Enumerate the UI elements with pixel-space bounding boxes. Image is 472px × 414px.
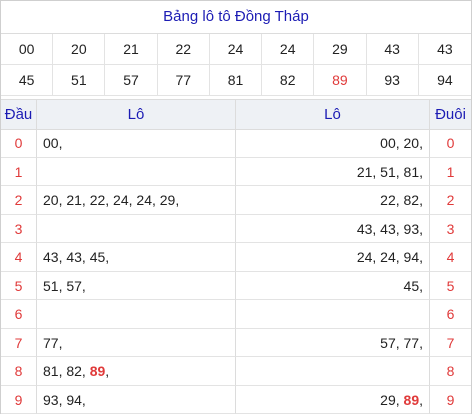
duoi-cell: 9 [430,386,471,414]
lo-left-cell [37,300,236,329]
dau-cell: 5 [1,271,37,300]
number-cell: 93 [366,65,419,96]
lo-text: 81, 82, [43,363,90,379]
dau-cell: 6 [1,300,37,329]
table-row: 5 51, 57, 45, 5 [1,271,471,300]
lo-text: 93, 94, [43,391,86,408]
lo-left-cell: 51, 57, [37,271,236,300]
table-body: 0 00, 00, 20, 0 1 21, 51, 81, 1 2 20, 21, 22, 24… [1,129,471,414]
lo-left-cell [37,214,236,243]
lo-right-cell: 57, 77, [236,328,430,357]
lo-text: 45, [403,277,423,294]
lo-left-cell: 93, 94, [37,385,236,414]
lo-text: 00, 20, [380,135,423,151]
duoi-cell: 6 [430,300,471,329]
number-cell: 77 [157,65,210,96]
lo-left-cell: 81, 82, 89, [37,357,236,386]
dau-cell: 7 [1,328,37,357]
numbers-grid: 00 20 21 22 24 24 29 43 43 45 51 57 77 81 82 89 93 94 [1,34,471,96]
lo-right-cell [236,300,430,329]
lo-left-cell: 43, 43, 45, [37,243,236,272]
dau-cell: 9 [1,385,37,414]
lo-text: 20, 21, 22, 24, 24, 29, [43,192,180,208]
number-cell: 51 [53,65,106,96]
lo-right-cell [236,357,430,386]
board-title: Bảng lô tô Đồng Tháp [1,1,471,34]
number-cell: 21 [105,34,158,65]
table-row: 3 43, 43, 93, 3 [1,214,471,243]
dau-cell: 0 [1,129,37,158]
duoi-cell: 8 [430,357,471,386]
dau-cell: 1 [1,157,37,186]
dau-cell: 8 [1,357,37,386]
lo-text: 51, 57, [43,277,86,294]
table-row: 9 93, 94, 29, 89, 9 [1,385,471,414]
header-lo-right: Lô [236,100,430,130]
number-cell: 24 [262,34,315,65]
number-cell: 22 [157,34,210,65]
lo-right-cell: 43, 43, 93, [236,214,430,243]
lo-left-cell: 20, 21, 22, 24, 24, 29, [37,186,236,215]
lo-text: 57, 77, [380,334,423,351]
lo-right-cell: 21, 51, 81, [236,157,430,186]
duoi-cell: 2 [430,186,471,215]
lo-text: 00, [43,135,63,151]
number-cell: 20 [53,34,106,65]
lo-right-cell: 00, 20, [236,129,430,158]
duoi-cell: 0 [430,129,471,158]
lo-text: , [105,363,110,379]
number-cell: 24 [209,34,263,65]
number-cell: 82 [262,65,315,96]
number-cell: 81 [209,65,263,96]
divider [1,96,471,100]
duoi-cell: 7 [430,329,471,357]
table-header: Đầu Lô Lô Đuôi [1,100,471,130]
header-dau: Đầu [1,100,37,130]
lo-left-cell [37,157,236,186]
number-cell: 43 [418,34,471,65]
duoi-cell: 4 [430,243,471,272]
lo-right-cell: 22, 82, [236,186,430,215]
table-row: 2 20, 21, 22, 24, 24, 29, 22, 82, 2 [1,186,471,215]
lo-right-cell: 45, [236,271,430,300]
number-cell: 29 [314,34,367,65]
number-cell: 94 [418,65,471,96]
table-row: 0 00, 00, 20, 0 [1,129,471,158]
table-row: 7 77, 57, 77, 7 [1,328,471,357]
table-row: 8 81, 82, 89, 8 [1,357,471,386]
lo-text: 43, 43, 45, [43,249,110,265]
number-cell: 43 [366,34,419,65]
number-cell: 89 [314,65,367,96]
lo-text: 43, 43, 93, [356,220,423,237]
lo-text: 21, 51, 81, [356,163,423,180]
dau-cell: 3 [1,214,37,243]
dau-cell: 4 [1,243,37,272]
number-cell: 00 [1,34,54,65]
lo-right-cell: 29, 89, [236,385,430,414]
duoi-cell: 3 [430,215,471,243]
header-lo-left: Lô [37,100,236,130]
lo-left-cell: 77, [37,328,236,357]
number-cell: 57 [105,65,158,96]
lo-text: 29, [380,391,404,408]
lo-text: 24, 24, 94, [356,249,423,265]
lo-text: 22, 82, [380,192,423,208]
lo-right-cell: 24, 24, 94, [236,243,430,272]
lo-text: , [419,391,423,408]
header-duoi: Đuôi [430,100,471,130]
table-row: 4 43, 43, 45, 24, 24, 94, 4 [1,243,471,272]
duoi-cell: 5 [430,272,471,300]
highlight-number: 89 [89,363,106,379]
table-row: 1 21, 51, 81, 1 [1,157,471,186]
highlight-number: 89 [403,391,420,408]
dau-cell: 2 [1,186,37,215]
duoi-cell: 1 [430,158,471,186]
lo-text: 77, [43,334,63,351]
lo-left-cell: 00, [37,129,236,158]
number-cell: 45 [1,65,54,96]
